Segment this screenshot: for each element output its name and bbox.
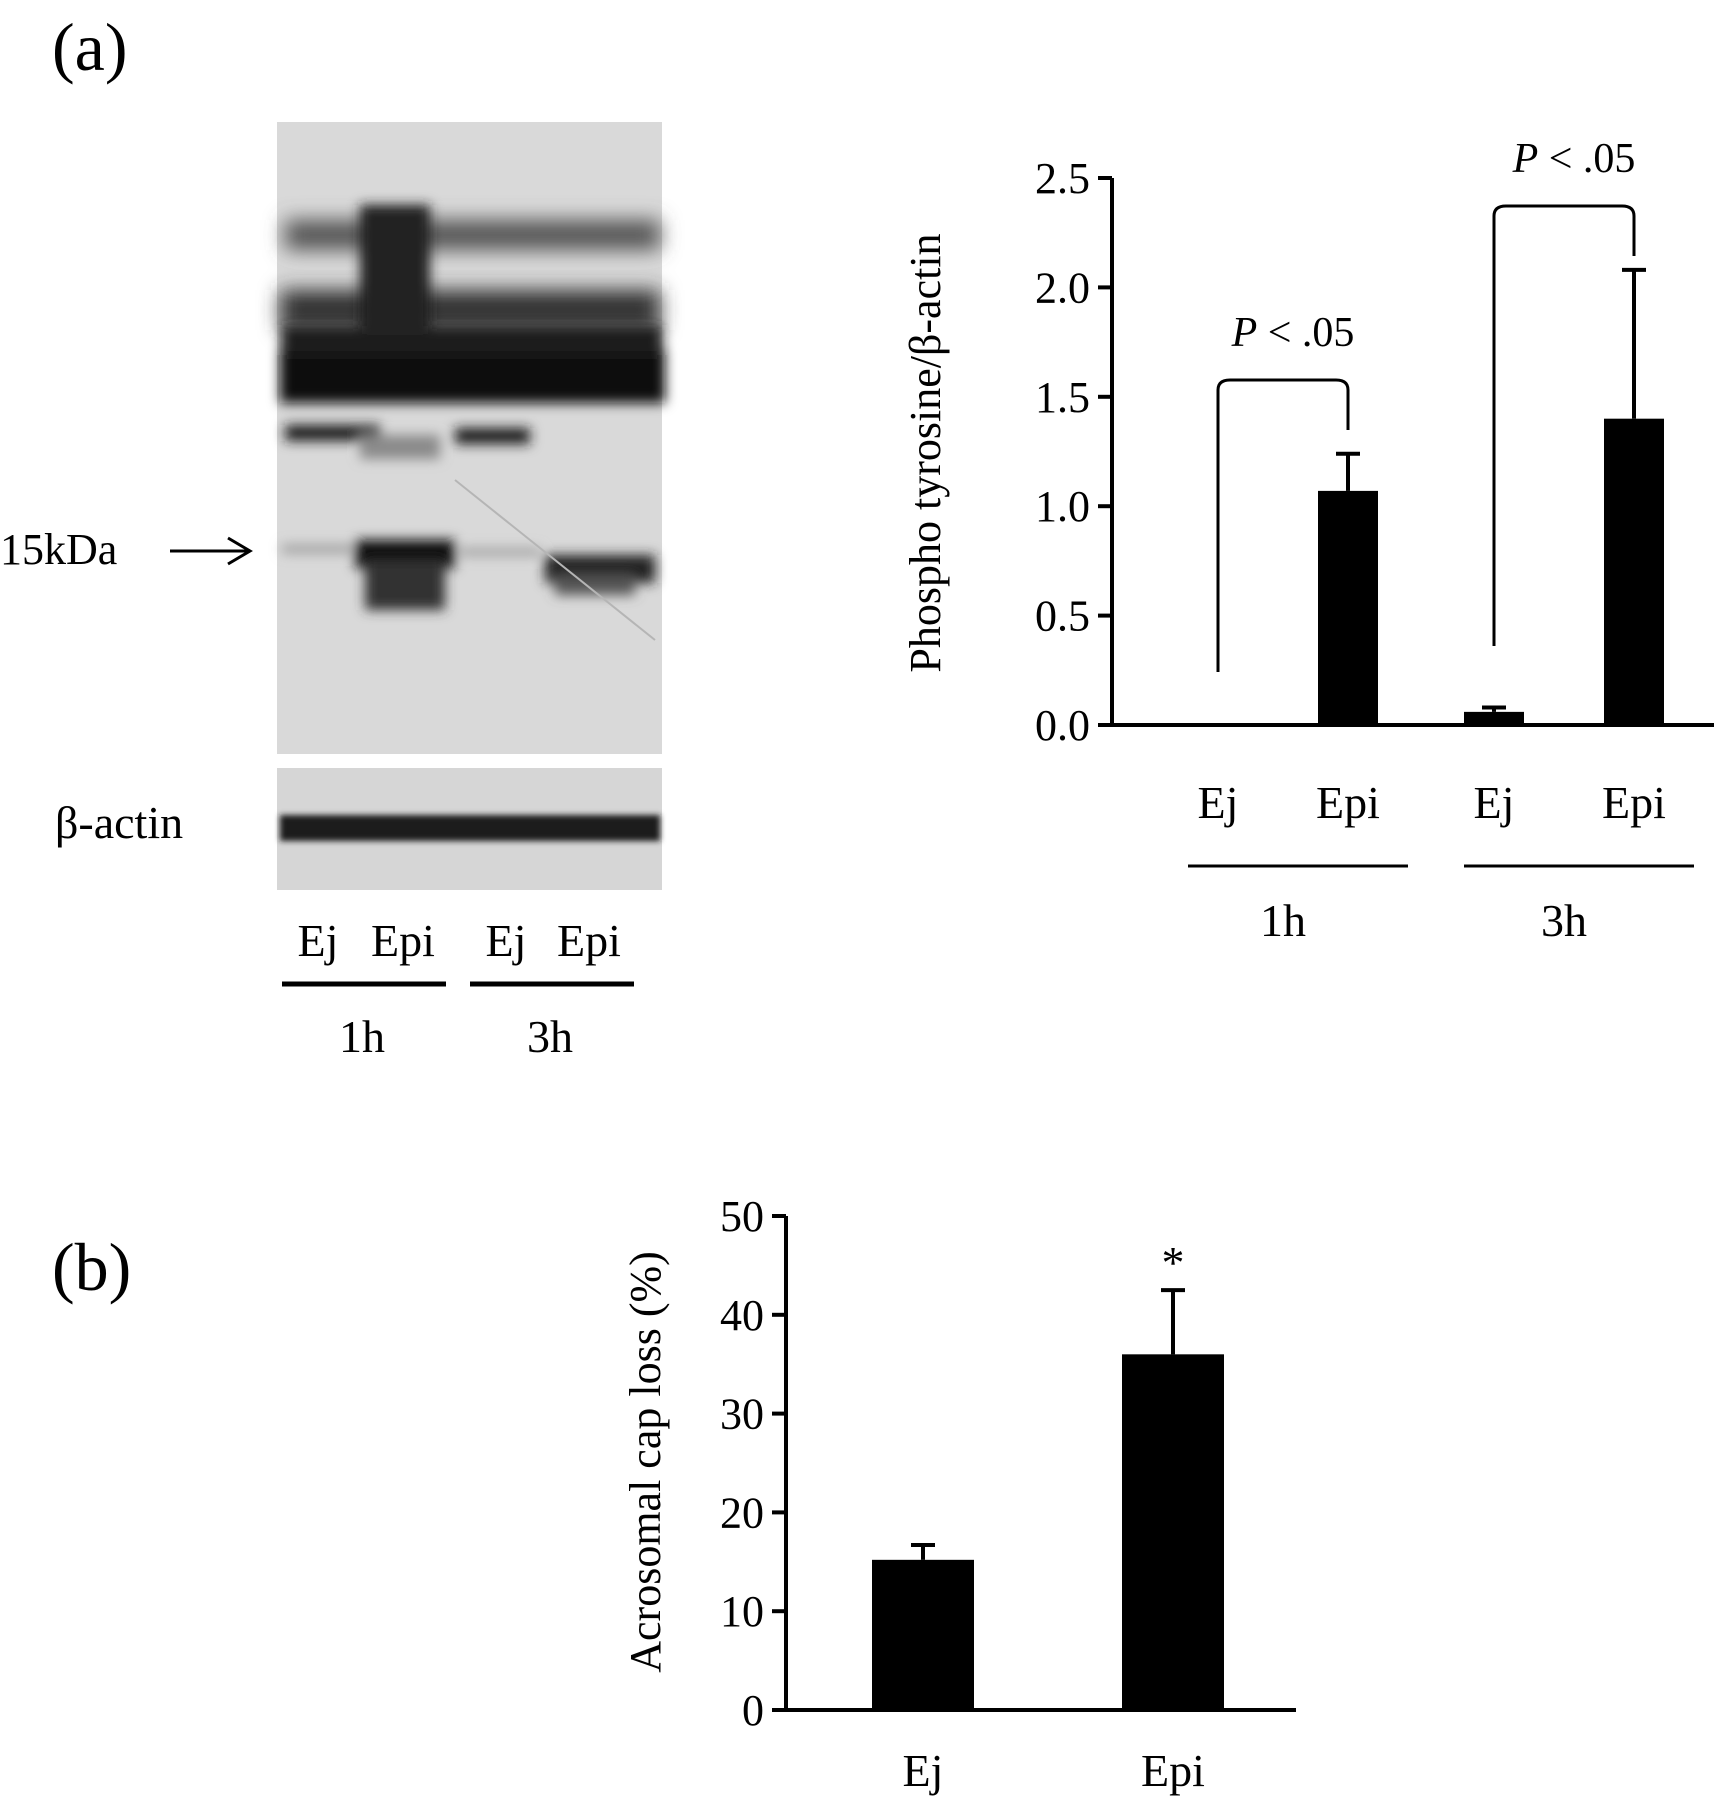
y-tick-label: 20 — [720, 1488, 764, 1537]
y-tick-label: 50 — [720, 1192, 764, 1241]
blot-lane-label: Epi — [371, 915, 435, 966]
significance-annotation: P < .05 — [1231, 310, 1355, 356]
y-tick-label: 10 — [720, 1587, 764, 1636]
x-category-label: Ej — [1198, 777, 1239, 828]
bar — [1604, 418, 1664, 725]
bar — [1464, 711, 1524, 725]
chart-a: Phospho tyrosine/β-actin 0.0 0.5 1.0 1.5 2.0… — [901, 136, 1714, 946]
panel-a-label: (a) — [52, 9, 127, 85]
x-category-label: Epi — [1602, 777, 1666, 828]
significance-bracket — [1492, 204, 1636, 646]
y-tick-label: 0.5 — [1035, 592, 1090, 641]
y-tick-label: 1.0 — [1035, 482, 1090, 531]
chart-b: Acrosomal cap loss (%) 0 10 20 30 40 50 Ej Epi * — [621, 1192, 1296, 1796]
y-tick-label: 0 — [742, 1686, 764, 1735]
significance-marker: * — [1162, 1237, 1185, 1288]
x-group-label: 1h — [1260, 895, 1306, 946]
bar — [1122, 1354, 1224, 1710]
band-marker-label: 15kDa — [0, 525, 117, 574]
y-tick-label: 2.5 — [1035, 154, 1090, 203]
x-category-label: Epi — [1141, 1745, 1205, 1796]
y-tick-label: 40 — [720, 1291, 764, 1340]
bar — [1318, 490, 1378, 725]
chart-b-y-axis-label: Acrosomal cap loss (%) — [621, 1251, 670, 1673]
x-category-label: Ej — [1474, 777, 1515, 828]
significance-annotation: P < .05 — [1512, 136, 1636, 182]
y-tick-label: 0.0 — [1035, 701, 1090, 750]
blot-lane-label: Ej — [298, 915, 339, 966]
chart-a-y-axis-label: Phospho tyrosine/β-actin — [901, 233, 950, 672]
band-marker-arrow — [170, 536, 253, 566]
y-tick-label: 1.5 — [1035, 373, 1090, 422]
blot-group-label: 1h — [339, 1011, 385, 1062]
beta-actin-blot-image — [277, 768, 662, 890]
bar — [872, 1559, 974, 1710]
significance-bracket — [1216, 378, 1350, 672]
x-category-label: Ej — [903, 1745, 944, 1796]
y-tick-label: 30 — [720, 1390, 764, 1439]
x-group-label: 3h — [1541, 895, 1587, 946]
blot-lane-label: Epi — [557, 915, 621, 966]
x-category-label: Epi — [1316, 777, 1380, 828]
loading-control-label: β-actin — [55, 797, 183, 848]
panel-b-label: (b) — [52, 1229, 131, 1305]
blot-group-label: 3h — [527, 1011, 573, 1062]
y-tick-label: 2.0 — [1035, 263, 1090, 312]
western-blot-image — [277, 122, 665, 754]
blot-lane-label: Ej — [486, 915, 527, 966]
